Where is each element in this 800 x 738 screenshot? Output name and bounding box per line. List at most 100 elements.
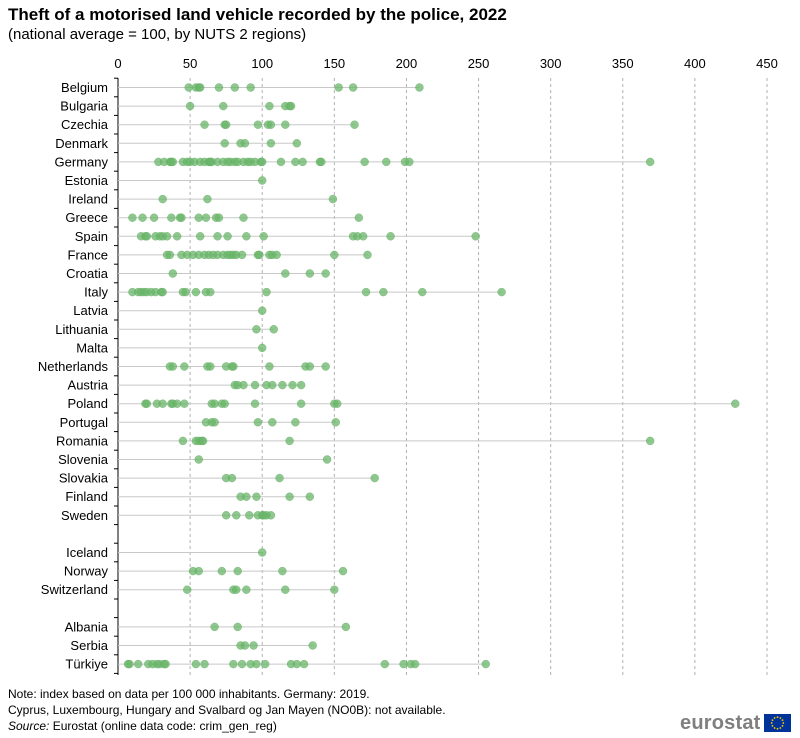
category-label: Switzerland (41, 582, 108, 597)
data-point (281, 120, 290, 129)
source-label: Source: (8, 719, 50, 733)
flag-star (773, 727, 776, 729)
category-label: Czechia (61, 117, 109, 132)
data-point (128, 213, 137, 222)
data-point (213, 232, 222, 241)
data-point (242, 585, 251, 594)
data-point (240, 139, 250, 148)
data-point (266, 120, 276, 129)
data-point (379, 287, 388, 297)
data-point (250, 380, 260, 390)
category-label: Italy (84, 285, 108, 300)
data-point (257, 157, 267, 167)
data-point (265, 362, 274, 371)
category-label: Finland (65, 489, 108, 504)
data-point (328, 194, 338, 204)
data-point (370, 473, 379, 483)
data-point (331, 418, 341, 427)
data-point (214, 213, 224, 222)
eu-flag-icon (763, 714, 791, 732)
data-point (246, 83, 255, 92)
category-label: France (68, 247, 108, 262)
data-point (210, 399, 219, 408)
data-point (292, 659, 302, 669)
data-point (497, 287, 506, 297)
data-point (142, 399, 152, 408)
x-tick-label: 100 (251, 56, 273, 71)
data-point (645, 157, 655, 167)
data-point (257, 306, 267, 315)
category-label: Bulgaria (60, 99, 108, 114)
x-tick-label: 450 (756, 56, 778, 71)
data-point (214, 83, 224, 92)
data-point (223, 232, 232, 241)
data-point (242, 232, 251, 241)
data-point (200, 120, 209, 129)
data-point (278, 566, 287, 576)
data-point (252, 325, 261, 334)
data-point (194, 213, 204, 222)
data-point (268, 380, 277, 390)
data-point (291, 418, 300, 427)
data-point (242, 492, 251, 501)
data-point (308, 641, 317, 650)
data-point (257, 548, 267, 557)
data-point (285, 492, 294, 501)
data-point (361, 287, 371, 297)
data-point (220, 139, 229, 148)
source-line: Source: Eurostat (online data code: crim… (8, 719, 277, 733)
data-point (229, 659, 238, 669)
data-point (168, 362, 178, 371)
category-label: Serbia (70, 638, 108, 653)
data-point (330, 250, 339, 260)
y-axis (114, 77, 119, 675)
data-point (265, 101, 274, 111)
flag-star (781, 719, 783, 721)
data-point (276, 157, 286, 167)
source-text: Eurostat (online data code: crim_gen_reg… (52, 719, 277, 733)
data-point (182, 585, 192, 594)
data-point (172, 232, 182, 241)
data-point (237, 250, 247, 260)
data-point (266, 511, 276, 520)
x-tick-label: 300 (540, 56, 562, 71)
data-point (481, 659, 491, 669)
data-point (354, 213, 364, 222)
flag-star (776, 716, 778, 719)
data-point (191, 659, 201, 669)
flag-star (781, 725, 783, 727)
data-point (133, 659, 143, 669)
data-point (260, 659, 270, 669)
category-labels: Belgium Bulgaria Czechia Denmark Germany Esto… (38, 80, 109, 672)
category-label: Romania (56, 433, 109, 448)
data-point (363, 250, 372, 260)
data-point (285, 436, 294, 446)
flag-star (771, 725, 773, 727)
data-point (471, 232, 480, 241)
data-point (162, 232, 172, 241)
data-point (399, 659, 408, 669)
data-point (172, 399, 182, 408)
data-point (350, 120, 359, 129)
data-point (382, 157, 391, 167)
data-point (380, 659, 390, 669)
data-point (257, 176, 267, 185)
x-tick-label: 400 (684, 56, 706, 71)
data-point (405, 157, 414, 167)
x-tick-label: 150 (323, 56, 345, 71)
data-point (200, 659, 209, 669)
flag-star (781, 722, 784, 724)
data-point (281, 269, 290, 278)
x-axis-ticks: 0 50 100 150 200 250 300 350 400 450 (114, 56, 777, 71)
category-label: Norway (64, 564, 109, 579)
data-point (298, 157, 307, 167)
data-point (219, 101, 228, 111)
gridlines (189, 78, 768, 675)
eurostat-logo[interactable]: eurostat (680, 712, 791, 734)
data-point (418, 287, 427, 297)
data-point (305, 269, 315, 278)
data-point (291, 157, 300, 167)
flag-star (779, 717, 781, 719)
data-point (330, 585, 339, 594)
data-point (358, 232, 368, 241)
